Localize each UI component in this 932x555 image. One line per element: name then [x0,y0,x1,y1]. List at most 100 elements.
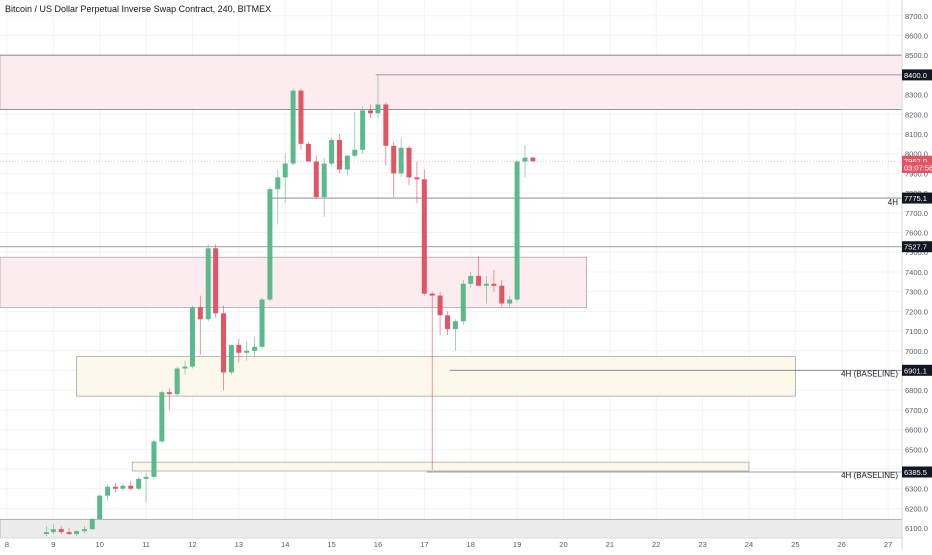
y-tick-label: 8300.0 [905,91,928,100]
x-tick-label: 15 [327,540,335,549]
x-tick-label: 26 [838,540,846,549]
y-tick-label: 7400.0 [905,268,928,277]
chart-title: Bitcoin / US Dollar Perpetual Inverse Sw… [5,4,272,14]
candle-body [321,163,327,198]
x-tick-label: 8 [5,540,9,549]
candle-body [58,529,64,533]
annotation-label: 4H (BASELINE) [841,369,898,378]
candle-body [159,392,165,442]
y-tick-label: 8700.0 [905,12,928,21]
candle-body [105,486,111,496]
price-label-bg [902,241,932,253]
zone-pink [0,256,587,308]
candle-body [244,350,250,353]
x-tick-label: 16 [374,540,382,549]
price-label: 6385.5 [904,468,927,477]
candle-body [360,110,366,150]
candle-body [89,519,95,530]
y-tick-label: 6600.0 [905,426,928,435]
price-label-bg [902,155,932,167]
candle-body [313,161,319,198]
candle-body [267,189,273,300]
zone-yellow [76,356,796,397]
candle-body [151,441,157,477]
candle-body [205,248,211,320]
zone-yellow [131,461,750,472]
x-tick-label: 10 [96,540,104,549]
y-tick-label: 7500.0 [905,248,928,257]
candle-body [228,344,234,373]
candle-body [221,313,227,373]
candle-body [305,143,311,162]
candle-body [74,531,80,535]
candle-body [112,486,118,489]
candle-body [368,110,374,114]
y-tick-label: 7600.0 [905,229,928,238]
annotation-label: 4H (BASELINE) [841,471,898,480]
x-tick-label: 14 [281,540,289,549]
candle-body [97,495,103,520]
candle-body [143,476,149,479]
candle-body [329,139,335,164]
candle-body [391,145,397,174]
candle-body [174,368,180,395]
candle-body [507,299,513,304]
zone-pink [0,54,903,110]
y-tick-label: 7000.0 [905,347,928,356]
zone-gray [0,518,903,539]
x-tick-label: 23 [698,540,706,549]
x-tick-label: 11 [142,540,150,549]
candle-body [128,485,134,489]
candle-body [398,147,404,174]
candle-body [476,275,482,286]
candle-body [136,478,142,489]
x-tick-label: 27 [884,540,892,549]
candle-body [421,179,427,294]
y-tick-label: 8000.0 [905,150,928,159]
y-tick-label: 8200.0 [905,110,928,119]
y-tick-label: 8600.0 [905,31,928,40]
y-tick-label: 7100.0 [905,327,928,336]
candle-body [236,344,242,353]
candle-body [81,529,87,532]
candle-body [406,147,412,178]
candle-body [344,155,350,170]
candle-body [166,392,172,395]
candle-body [445,315,451,330]
price-label: 7775.1 [904,194,927,203]
candle-body [483,283,489,286]
x-tick-label: 21 [606,540,614,549]
price-label: 8400.0 [904,71,927,80]
candle-body [499,285,505,304]
x-tick-label: 22 [652,540,660,549]
y-tick-label: 6700.0 [905,406,928,415]
candle-body [282,163,288,178]
y-tick-label: 7300.0 [905,288,928,297]
x-tick-label: 13 [235,540,243,549]
candle-body [189,307,195,367]
candle-body [252,346,258,351]
candle-body [275,177,281,190]
candle-body [530,157,536,162]
candle-body [182,366,188,369]
candle-body [213,248,219,314]
candle-body [383,104,389,146]
price-label-bg [902,192,932,204]
candle-body [514,161,520,300]
candle-body [437,295,443,316]
x-tick-label: 12 [188,540,196,549]
candle-body [66,532,72,535]
x-tick-label: 9 [51,540,55,549]
price-label-bg [902,364,932,376]
candle-body [298,90,304,144]
y-tick-label: 6500.0 [905,445,928,454]
x-tick-label: 20 [559,540,567,549]
y-tick-label: 7900.0 [905,169,928,178]
candle-body [336,139,342,170]
candle-body [43,532,49,535]
price-label: 03:07:56 [904,164,932,173]
candle-body [290,90,296,164]
candle-body [352,149,358,156]
